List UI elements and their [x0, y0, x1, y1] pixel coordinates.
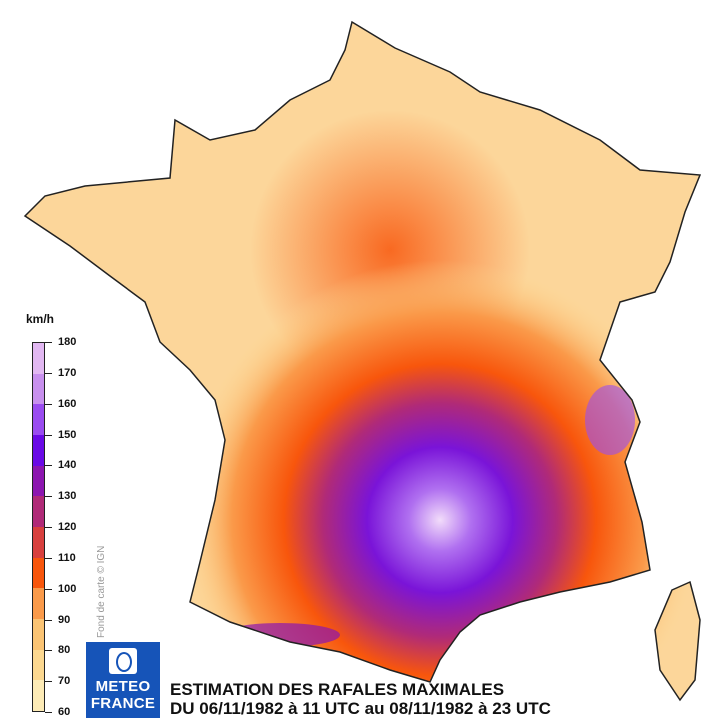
color-step — [33, 373, 44, 405]
legend-tick — [45, 650, 52, 652]
logo-line1: METEO — [95, 678, 151, 695]
map-title: ESTIMATION DES RAFALES MAXIMALES DU 06/1… — [170, 680, 551, 718]
color-step — [33, 557, 44, 589]
color-step — [33, 465, 44, 497]
legend-tick — [45, 434, 52, 436]
legend-tick-label: 100 — [58, 582, 77, 595]
legend-tick-label: 170 — [58, 366, 77, 379]
color-step — [33, 527, 44, 558]
legend-unit: km/h — [26, 312, 55, 326]
legend-tick-label: 140 — [58, 459, 77, 472]
legend-tick-label: 160 — [58, 397, 77, 410]
color-step — [33, 343, 44, 374]
legend-tick-label: 130 — [58, 490, 77, 503]
legend-tick — [45, 588, 52, 590]
corsica-border — [654, 580, 701, 702]
legend-tick-label: 60 — [58, 706, 71, 718]
color-scale-bar — [32, 342, 45, 712]
legend-tick — [45, 527, 52, 528]
logo-icon — [109, 648, 137, 674]
title-line2: DU 06/11/1982 à 11 UTC au 08/11/1982 à 2… — [170, 699, 551, 718]
map-credit: Fond de carte © IGN — [96, 545, 107, 638]
legend-tick-label: 80 — [58, 644, 71, 657]
legend-tick-label: 180 — [58, 336, 77, 348]
legend-tick — [45, 342, 52, 343]
meteo-france-logo: METEO FRANCE — [86, 642, 160, 718]
legend-tick-label: 70 — [58, 675, 71, 688]
color-step — [33, 496, 44, 528]
legend-tick-label: 120 — [58, 521, 77, 533]
legend-tick — [45, 372, 52, 374]
color-step — [33, 435, 44, 466]
legend-tick — [45, 619, 52, 621]
color-step — [33, 649, 44, 681]
title-line1: ESTIMATION DES RAFALES MAXIMALES — [170, 680, 505, 699]
legend-tick — [45, 712, 52, 713]
legend-tick — [45, 557, 52, 559]
legend-tick — [45, 681, 52, 683]
color-step — [33, 680, 44, 712]
color-step — [33, 588, 44, 620]
logo-line2: FRANCE — [90, 695, 156, 712]
legend-tick-label: 150 — [58, 428, 77, 441]
color-step — [33, 404, 44, 436]
color-step — [33, 619, 44, 650]
legend-tick — [45, 496, 52, 498]
legend-tick-label: 110 — [58, 551, 76, 564]
legend-tick — [45, 465, 52, 467]
legend-tick — [45, 403, 52, 405]
legend-tick-label: 90 — [58, 613, 71, 626]
